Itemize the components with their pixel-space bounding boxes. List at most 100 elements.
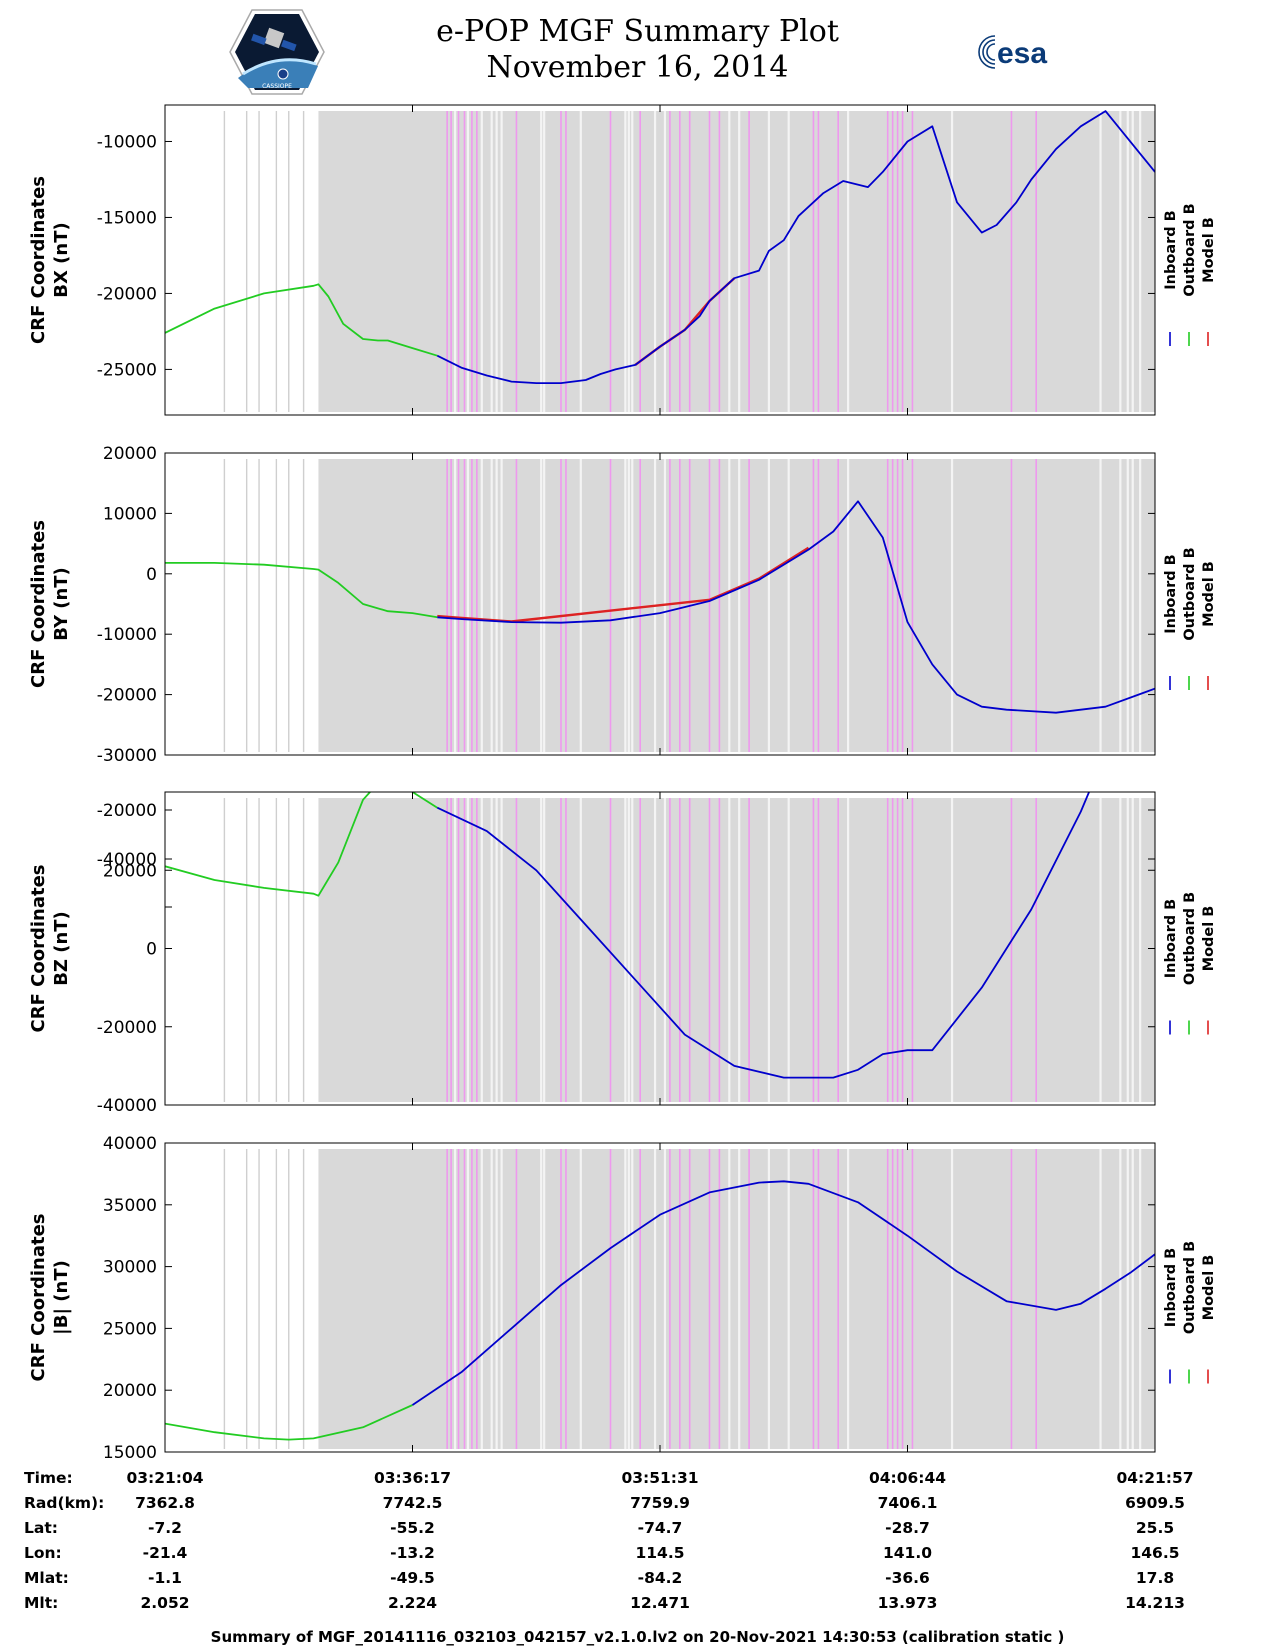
- cassiope-logo: CASSIOPE: [229, 9, 325, 95]
- y-tick-label: -30000: [97, 746, 157, 766]
- y-tick-label: -25000: [97, 360, 157, 380]
- y-tick-label: 40000: [103, 1134, 157, 1154]
- y-tick-label: 20000: [103, 444, 157, 464]
- ephemeris-value: 03:21:04: [126, 1469, 203, 1487]
- outboard-b-series: [165, 792, 438, 897]
- ephemeris-value: 14.213: [1125, 1594, 1185, 1612]
- ephemeris-value: 13.973: [878, 1594, 938, 1612]
- legend-label: Outboard B: [1182, 892, 1198, 985]
- model-b-series: [437, 546, 810, 623]
- y-tick-label: 35000: [103, 1196, 157, 1216]
- ephemeris-value: -55.2: [390, 1519, 435, 1537]
- ephemeris-value: 7759.9: [630, 1494, 690, 1512]
- ephemeris-value: -49.5: [390, 1569, 435, 1587]
- shaded-region: [318, 798, 1155, 1102]
- ephemeris-value: -74.7: [638, 1519, 683, 1537]
- panel-3: 20000 0 -20000 -40000 -20000 -40000 CRF Coordi…: [28, 791, 1217, 1116]
- legend-label: Model B: [1201, 906, 1217, 972]
- y-axis-label: BZ (nT): [51, 911, 72, 986]
- title-line-2: November 16, 2014: [486, 50, 789, 85]
- y-axis-label: CRF Coordinates: [28, 865, 49, 1033]
- y-tick-label: -10000: [97, 625, 157, 645]
- ephemeris-value: 04:21:57: [1116, 1469, 1193, 1487]
- panel-4: 40000 35000 30000 25000 20000 15000 CRF Coordi…: [28, 1134, 1217, 1463]
- esa-logo-text: esa: [997, 37, 1047, 70]
- ephemeris-value: 7362.8: [135, 1494, 195, 1512]
- legend-label: Model B: [1201, 217, 1217, 283]
- ephemeris-value: 2.052: [140, 1594, 189, 1612]
- cassiope-logo-text: CASSIOPE: [262, 83, 292, 90]
- y-axis-label: CRF Coordinates: [28, 520, 49, 688]
- y-tick-label: -15000: [97, 208, 157, 228]
- y-tick-label: 0: [146, 565, 157, 585]
- y-axis-label: BX (nT): [51, 222, 72, 297]
- title-line-1: e-POP MGF Summary Plot: [436, 14, 839, 49]
- outboard-b-series: [165, 562, 438, 619]
- panel-2: 20000 10000 0 -10000 -20000 -30000 CRF Coordin…: [28, 444, 1217, 766]
- y-tick-label: -20000: [97, 686, 157, 706]
- y-tick-label: 0: [146, 940, 157, 960]
- outboard-b-series: [165, 1404, 413, 1441]
- legend-label: Outboard B: [1182, 547, 1198, 640]
- ephemeris-value: -28.7: [885, 1519, 930, 1537]
- shaded-region: [318, 111, 1155, 412]
- ephemeris-row-label: Lat:: [24, 1519, 58, 1537]
- y-tick-label: -20000: [97, 1018, 157, 1038]
- panel-1: -10000 -15000 -20000 -25000 CRF Coordinates B…: [28, 104, 1217, 416]
- ephemeris-value: 146.5: [1130, 1544, 1179, 1562]
- y-tick-label: -40000: [97, 850, 157, 870]
- page-title: e-POP MGF Summary Plot November 16, 2014: [0, 14, 1275, 86]
- inboard-b-series: [436, 792, 1091, 1079]
- y-tick-label: 15000: [103, 1443, 157, 1463]
- header: CASSIOPE e-POP MGF Summary Plot November…: [0, 0, 1275, 100]
- ephemeris-value: 7406.1: [878, 1494, 938, 1512]
- ephemeris-value: 17.8: [1136, 1569, 1174, 1587]
- ephemeris-value: 03:36:17: [374, 1469, 451, 1487]
- y-axis-label: BY (nT): [51, 567, 72, 641]
- y-tick-label: 25000: [103, 1319, 157, 1339]
- ephemeris-table: Time: Rad(km): Lat: Lon: Mlat: Mlt: 03:21:04 73…: [24, 1469, 1194, 1612]
- ephemeris-value: -7.2: [148, 1519, 182, 1537]
- ephemeris-value: 7742.5: [383, 1494, 443, 1512]
- y-tick-label: -10000: [97, 132, 157, 152]
- y-tick-label: 30000: [103, 1258, 157, 1278]
- ephemeris-value: -36.6: [885, 1569, 930, 1587]
- inboard-b-series: [436, 110, 1155, 385]
- ephemeris-row-label: Mlt:: [24, 1594, 58, 1612]
- y-tick-label: -40000: [97, 1096, 157, 1116]
- y-axis-label: CRF Coordinates: [28, 176, 49, 344]
- inboard-b-series: [411, 1180, 1155, 1406]
- legend-label: Model B: [1201, 561, 1217, 627]
- y-tick-label: 20000: [103, 861, 157, 881]
- legend-label: Inboard B: [1163, 899, 1179, 978]
- legend-label: Outboard B: [1182, 1241, 1198, 1334]
- ephemeris-value: 114.5: [635, 1544, 684, 1562]
- inboard-b-series: [437, 500, 1155, 714]
- ephemeris-value: 12.471: [630, 1594, 690, 1612]
- ephemeris-value: -13.2: [390, 1544, 435, 1562]
- ephemeris-value: -1.1: [148, 1569, 182, 1587]
- legend-label: Outboard B: [1182, 203, 1198, 296]
- ephemeris-value: 141.0: [883, 1544, 932, 1562]
- shaded-region: [318, 459, 1155, 752]
- ephemeris-row-label: Rad(km):: [24, 1494, 104, 1512]
- ephemeris-value: 6909.5: [1125, 1494, 1185, 1512]
- y-tick-label: 10000: [103, 504, 157, 524]
- ephemeris-row-label: Time:: [24, 1469, 73, 1487]
- ephemeris-value: 03:51:31: [621, 1469, 698, 1487]
- legend-label: Inboard B: [1163, 1248, 1179, 1327]
- ephemeris-row-label: Mlat:: [24, 1569, 69, 1587]
- y-tick-label: 20000: [103, 1381, 157, 1401]
- y-axis-label: CRF Coordinates: [28, 1214, 49, 1382]
- legend-label: Model B: [1201, 1255, 1217, 1321]
- footer-caption: Summary of MGF_20141116_032103_042157_v2…: [210, 1628, 1065, 1646]
- ephemeris-value: -84.2: [638, 1569, 683, 1587]
- y-axis-label: |B| (nT): [51, 1260, 72, 1335]
- y-tick-label: -20000: [97, 284, 157, 304]
- ephemeris-value: 04:06:44: [869, 1469, 946, 1487]
- ephemeris-value: 2.224: [388, 1594, 437, 1612]
- ephemeris-value: -21.4: [143, 1544, 188, 1562]
- ephemeris-row-label: Lon:: [24, 1544, 62, 1562]
- legend-label: Inboard B: [1163, 210, 1179, 289]
